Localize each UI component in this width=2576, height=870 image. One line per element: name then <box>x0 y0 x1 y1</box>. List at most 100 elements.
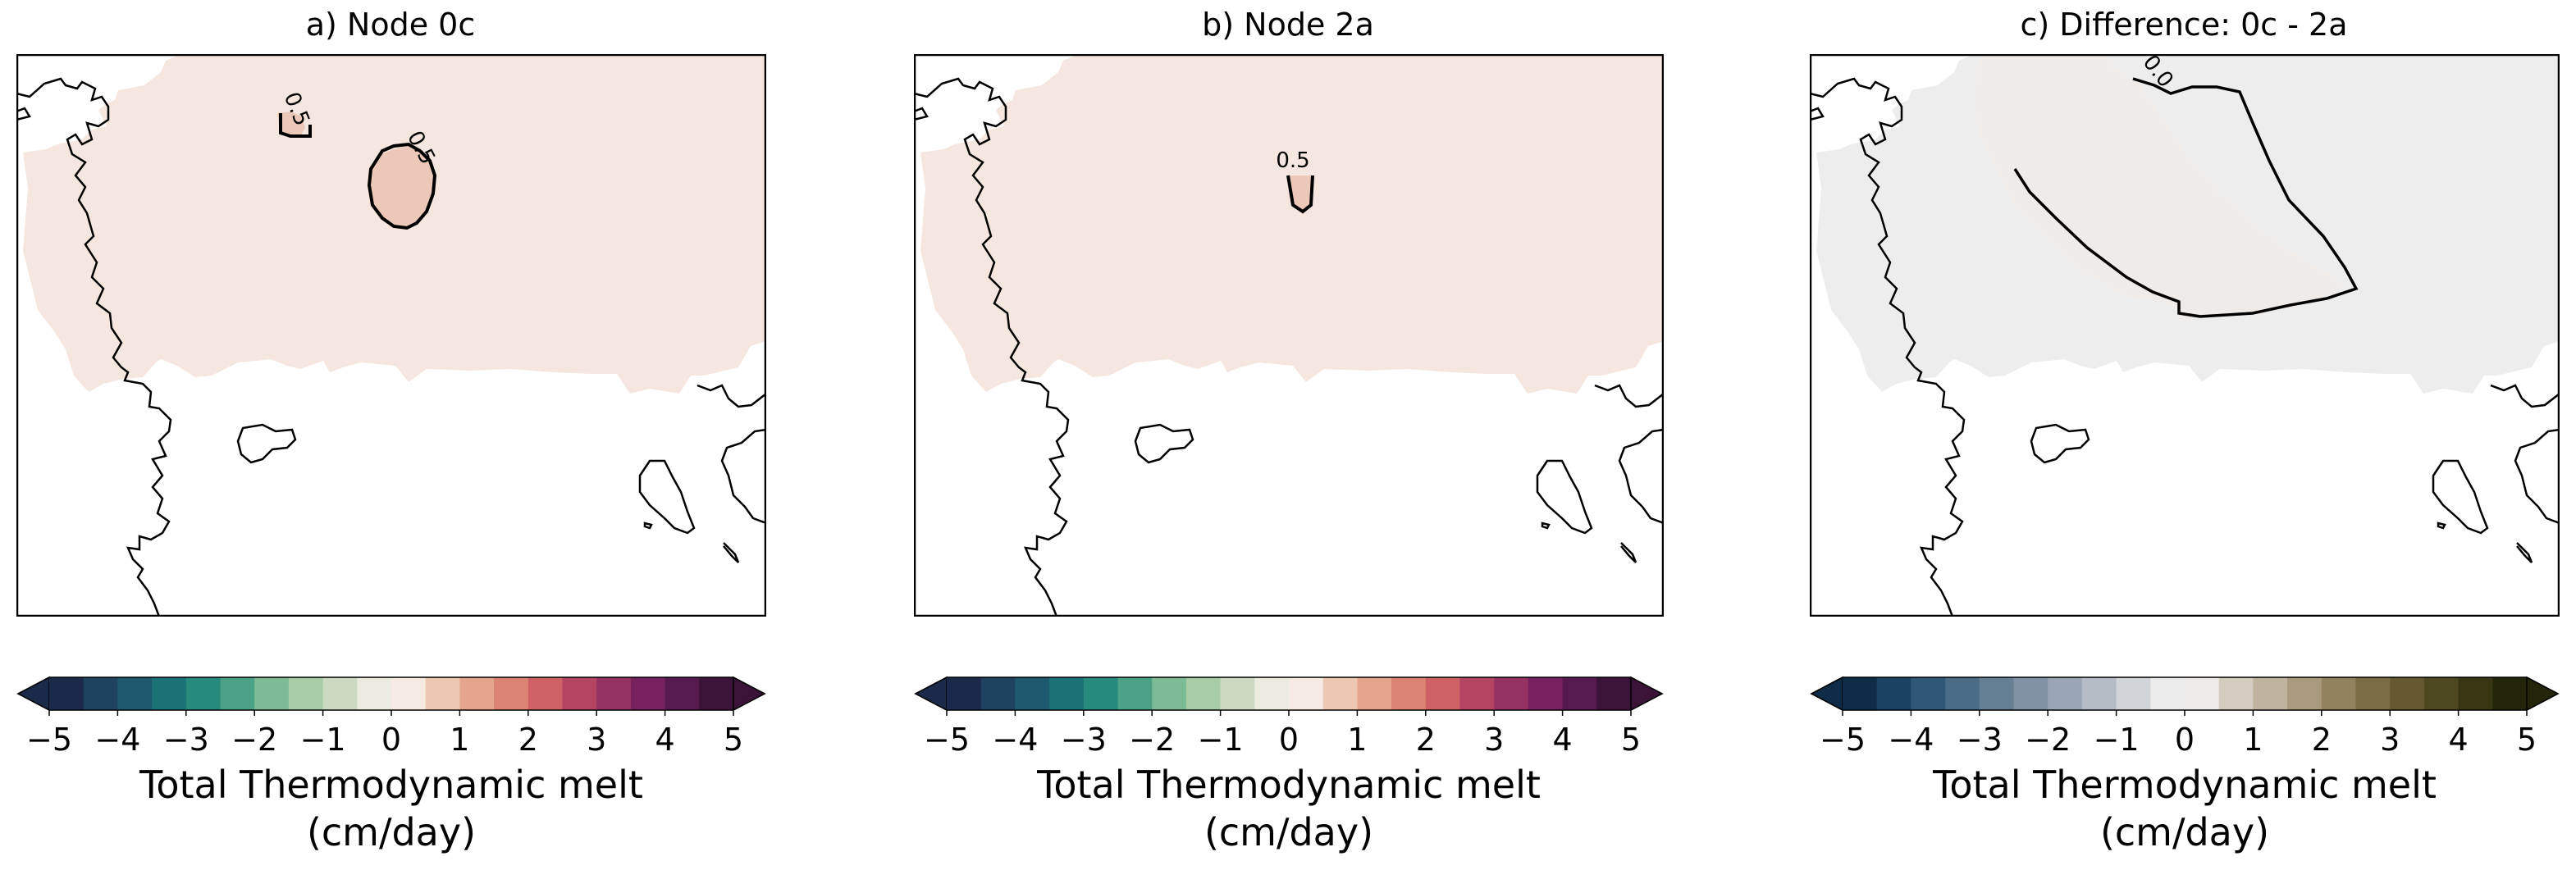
melt-field-area <box>920 54 1664 394</box>
colorbar-tick-label: 2 <box>1415 722 1436 758</box>
coastline <box>1134 423 1194 464</box>
colorbar-segment <box>1843 677 1878 710</box>
colorbar-tick-label: 5 <box>1620 722 1642 758</box>
colorbar-label-line2: (cm/day) <box>2099 810 2270 854</box>
colorbar-label-line1: Total Thermodynamic melt <box>1933 763 2437 807</box>
colorbar-tick-label: 4 <box>1552 722 1573 758</box>
colorbar-segment <box>1562 677 1597 710</box>
colorbar-segment <box>1979 677 2014 710</box>
colorbar-segment <box>1391 677 1427 710</box>
colorbar-tick-label: −4 <box>1888 722 1934 758</box>
colorbar-segment <box>2423 677 2460 710</box>
panel-b-title: b) Node 2a <box>1202 7 1374 43</box>
coastline <box>720 428 766 525</box>
colorbar-segment <box>2048 677 2083 710</box>
map-panel-c: 0.0 <box>1810 54 2560 617</box>
contour-line <box>1286 175 1314 214</box>
colorbar-segment <box>2355 677 2391 710</box>
colorbar-extend-right <box>2526 676 2560 712</box>
colorbar-label-line1: Total Thermodynamic melt <box>1037 763 1541 807</box>
coastline <box>914 77 1070 617</box>
colorbar-tick-label: 3 <box>2380 722 2400 758</box>
high-melt-region <box>1974 54 2345 320</box>
island <box>1541 522 1551 530</box>
island <box>643 522 653 530</box>
colorbar-segment <box>1596 677 1632 710</box>
colorbar-tick-label: −5 <box>923 722 971 758</box>
colorbar-segment <box>2253 677 2288 710</box>
colorbar-tick-label: −3 <box>1956 722 2003 758</box>
colorbar-segment <box>1015 677 1050 710</box>
colorbar-a <box>16 676 766 716</box>
colorbar-tick-label: 5 <box>723 722 744 758</box>
colorbar-segment <box>2150 677 2185 710</box>
panel-a-title: a) Node 0c <box>305 7 476 43</box>
colorbar-extend-right <box>1630 676 1664 712</box>
map-frame <box>914 54 1664 617</box>
island <box>2432 459 2489 535</box>
colorbar-segment <box>2116 677 2151 710</box>
island <box>638 459 696 535</box>
map-panel-b: 0.5 <box>914 54 1664 617</box>
colorbar-segment <box>117 677 153 710</box>
coastline <box>1618 428 1664 525</box>
colorbar-segment <box>357 677 392 710</box>
island <box>723 542 740 563</box>
colorbar-segment <box>596 677 632 710</box>
colorbar-segment <box>2321 677 2356 710</box>
coastline <box>914 107 929 121</box>
colorbar-segment <box>322 677 358 710</box>
coastline <box>1810 77 1966 617</box>
colorbar-segment <box>699 677 734 710</box>
colorbar-segment <box>2013 677 2048 710</box>
colorbar-label-a: Total Thermodynamic melt (cm/day) <box>16 761 766 856</box>
colorbar-segment <box>562 677 597 710</box>
colorbar-segment <box>391 677 427 710</box>
coastline <box>1594 384 1664 408</box>
colorbar-extend-left <box>16 676 50 712</box>
colorbar-segment <box>1357 677 1392 710</box>
island <box>1536 459 1593 535</box>
colorbar-segment <box>980 677 1016 710</box>
colorbar-tick-label: −1 <box>2093 722 2140 758</box>
colorbar-tick-label: −5 <box>25 722 73 758</box>
high-melt-region-small <box>277 112 305 136</box>
colorbar-tick-label: 3 <box>1484 722 1505 758</box>
colorbar-tick-label: 4 <box>2448 722 2469 758</box>
map-frame <box>16 54 766 617</box>
colorbar-tick-label: −1 <box>1197 722 1244 758</box>
colorbar-label-b: Total Thermodynamic melt (cm/day) <box>914 761 1664 856</box>
colorbar-segment <box>2390 677 2425 710</box>
colorbar-segment <box>1945 677 1980 710</box>
colorbar-segment <box>152 677 187 710</box>
colorbar-segment <box>1876 677 1911 710</box>
island <box>2437 522 2446 530</box>
coastline <box>16 107 31 121</box>
coastline <box>236 423 297 464</box>
map-panel-a: 0.5 0.5 <box>16 54 766 617</box>
colorbar-segment <box>1322 677 1358 710</box>
colorbar-segment <box>49 677 84 710</box>
colorbar-segment <box>1049 677 1085 710</box>
coastline <box>1810 107 1825 121</box>
colorbar-segment <box>2218 677 2254 710</box>
colorbar-segment <box>1528 677 1564 710</box>
colorbar-segment <box>1254 677 1290 710</box>
colorbar-segment <box>1425 677 1460 710</box>
colorbar-segment <box>1289 677 1324 710</box>
colorbar-segment <box>1185 677 1222 710</box>
high-melt-region <box>369 146 435 228</box>
colorbar-tick-label: −2 <box>1129 722 1176 758</box>
colorbar-label-c: Total Thermodynamic melt (cm/day) <box>1810 761 2560 856</box>
colorbar-segment <box>83 677 118 710</box>
colorbar-extend-right <box>733 676 766 712</box>
colorbar-segment <box>2185 677 2220 710</box>
colorbar-tick-label: −3 <box>1060 722 1107 758</box>
colorbar-segment <box>288 677 324 710</box>
contour-line <box>367 142 437 230</box>
coastline <box>2490 384 2560 408</box>
colorbar-tick-label: 2 <box>518 722 538 758</box>
island <box>1620 542 1637 563</box>
colorbar-tick-label: 0 <box>2174 722 2195 758</box>
contour-line <box>2013 77 2359 318</box>
